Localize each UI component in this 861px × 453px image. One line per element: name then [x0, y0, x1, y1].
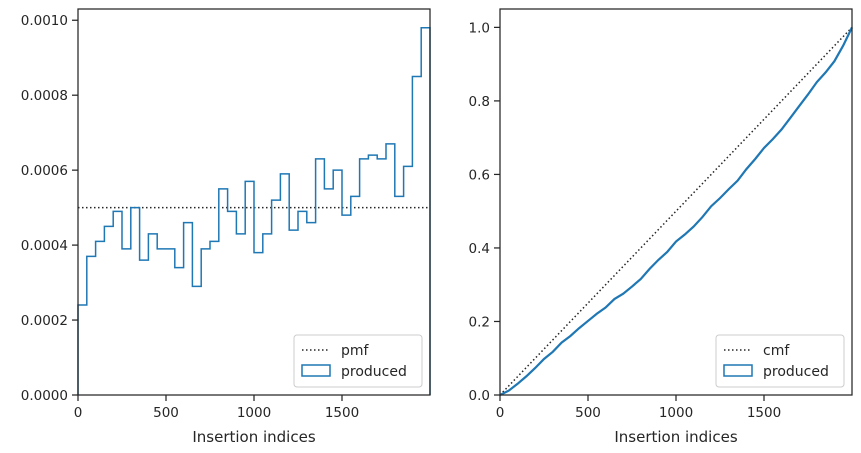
pmf-y-tick-label: 0.0008	[21, 88, 68, 104]
cmf-x-tick-label: 1000	[659, 405, 693, 421]
cmf-legend-box	[715, 334, 845, 388]
pmf-y-tick-label: 0.0006	[21, 163, 68, 179]
pmf-x-tick-label: 1500	[325, 405, 359, 421]
pmf-panel: 0 500 1000 1500 0.0000 0.0002 0.0004 0.0006 0.00…	[21, 8, 431, 446]
cmf-series-layer	[499, 26, 853, 396]
pmf-x-tick-label: 500	[153, 405, 179, 421]
pmf-legend-box	[293, 334, 423, 388]
pmf-y-tick-label: 0.0004	[21, 238, 68, 254]
cmf-legend: cmf produced	[715, 334, 845, 388]
cmf-y-tick-label: 1.0	[469, 20, 490, 36]
pmf-legend-produced-label: produced	[341, 364, 407, 380]
pmf-x-axis-label: Insertion indices	[192, 428, 315, 446]
cmf-legend-reference-label: cmf	[763, 343, 790, 359]
cmf-axes-layer: 0 500 1000 1500 0.0 0.2 0.4 0.6 0.8 1.0 Insertion …	[469, 8, 853, 446]
pmf-x-tick-label: 1000	[237, 405, 271, 421]
cmf-legend-produced-swatch	[723, 364, 753, 377]
pmf-y-tick-label: 0.0000	[21, 388, 68, 404]
cmf-y-tick-label: 0.6	[469, 167, 490, 183]
pmf-x-tick-label: 0	[74, 405, 83, 421]
cmf-x-tick-label: 0	[496, 405, 505, 421]
cmf-reference-layer	[499, 26, 853, 396]
cmf-legend-produced-label: produced	[763, 364, 829, 380]
cmf-y-tick-label: 0.0	[469, 388, 490, 404]
cmf-reference-line	[499, 26, 853, 396]
pmf-legend-produced-swatch	[301, 364, 331, 377]
pmf-axes-layer: 0 500 1000 1500 0.0000 0.0002 0.0004 0.0006 0.00…	[21, 8, 431, 446]
cmf-y-tick-label: 0.4	[469, 241, 490, 257]
cmf-produced-series	[499, 26, 853, 396]
cmf-x-tick-label: 1500	[747, 405, 781, 421]
pmf-y-tick-label: 0.0010	[21, 13, 68, 29]
pmf-legend-reference-label: pmf	[341, 343, 370, 359]
cmf-y-tick-label: 0.2	[469, 314, 490, 330]
pmf-produced-series	[77, 26, 431, 395]
pmf-legend: pmf produced	[293, 334, 423, 388]
cmf-x-axis-label: Insertion indices	[614, 428, 737, 446]
cmf-y-tick-label: 0.8	[469, 94, 490, 110]
pmf-series-layer	[77, 26, 431, 395]
cmf-panel: 0 500 1000 1500 0.0 0.2 0.4 0.6 0.8 1.0 Insertion …	[469, 8, 853, 446]
cmf-x-tick-label: 500	[575, 405, 601, 421]
pmf-y-tick-label: 0.0002	[21, 313, 68, 329]
